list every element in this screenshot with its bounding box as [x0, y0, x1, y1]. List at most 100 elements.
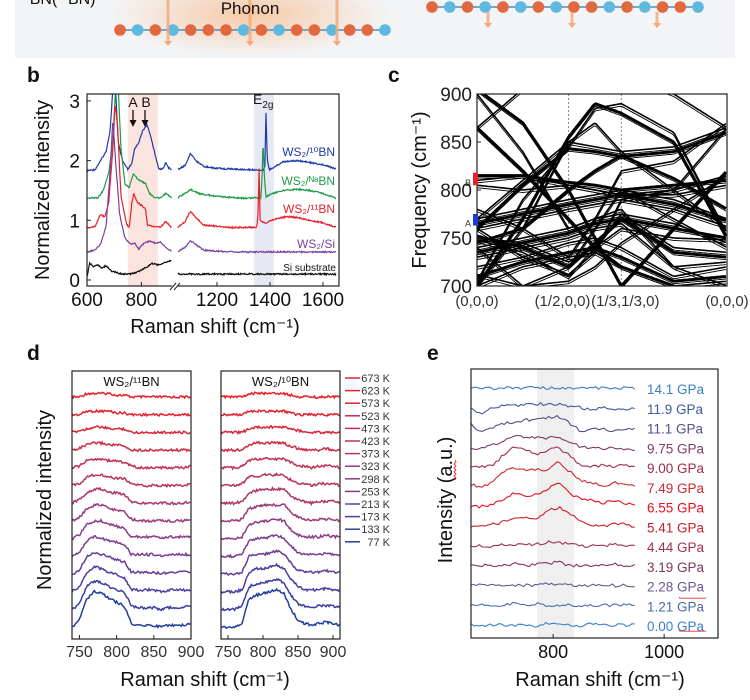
trace-213K: [221, 549, 340, 577]
isotope-label: ¹⁰BN(¹¹BN): [18, 0, 96, 8]
arrow-head-icon: [653, 23, 661, 28]
legend-label: 77 K: [367, 537, 390, 549]
phonon-band: [477, 134, 727, 232]
boron-atom: [255, 24, 268, 36]
pressure-label: 4.44 GPa: [647, 540, 705, 555]
x-axis-label: Raman shift (cm⁻¹): [515, 669, 684, 691]
phonon-band: [479, 94, 727, 286]
phonon-band: [477, 94, 727, 129]
boron-atom: [585, 1, 598, 13]
y-tick-label: 900: [440, 85, 472, 106]
x-tick-label: 1400: [249, 290, 291, 311]
phonon-band: [477, 102, 727, 286]
trace-323K: [71, 503, 191, 524]
phonon-band: [477, 94, 727, 131]
arrow-head-icon: [164, 41, 172, 46]
bands-group: [477, 94, 727, 286]
boron-atom: [184, 24, 197, 36]
phonon-band: [477, 189, 727, 276]
x-tick-label: 800: [538, 642, 568, 662]
spellcheck-underline: [453, 459, 457, 481]
trace-11.9GPa: [470, 401, 635, 415]
phonon-band: [477, 208, 727, 286]
phonon-label: Phonon: [221, 0, 280, 18]
trace-623K: [71, 408, 191, 418]
pressure-label: 9.00 GPa: [647, 461, 705, 476]
trace-4.44GPa: [470, 540, 635, 548]
e2g-subscript: 2g: [262, 100, 273, 111]
trace-11.1GPa: [470, 414, 635, 433]
phonon-arrow-1: [246, 0, 254, 46]
x-tick-label: 850: [140, 644, 167, 661]
trace-423K: [72, 473, 191, 489]
nitrogen-atom: [273, 24, 285, 36]
phonon-band: [481, 254, 726, 286]
panel-label-b: b: [27, 64, 40, 87]
phonon-band: [477, 217, 727, 259]
annotation-e2g: E2g: [253, 91, 273, 111]
series-line-0-left: [87, 94, 172, 173]
nitrogen-atom: [550, 1, 562, 13]
x-tick-label: 1000: [644, 642, 684, 662]
trace-213K: [71, 551, 191, 576]
phonon-band: [477, 96, 727, 232]
legend-label: 213 K: [361, 499, 390, 511]
y-axis-label: Normalized intensity: [34, 410, 56, 590]
y-tick-label: 700: [440, 277, 472, 298]
mode-marker-A: [473, 214, 478, 226]
trace-298K: [220, 518, 341, 541]
boron-atom: [656, 1, 669, 13]
phonon-band: [477, 193, 727, 226]
legend-label: 253 K: [361, 486, 390, 498]
boron-atom: [149, 24, 162, 36]
panel-label-c: c: [388, 64, 400, 87]
x-tick-label: 600: [71, 290, 103, 311]
phonon-band: [477, 127, 727, 220]
trace-5.41GPa: [470, 505, 635, 528]
nitrogen-atom: [443, 1, 456, 13]
trace-77K: [71, 589, 191, 629]
legend-label: 298 K: [361, 474, 390, 486]
pressure-label: 0.00 GPa: [647, 619, 705, 634]
spellcheck-underline: [678, 629, 706, 632]
trace-2.28GPa: [470, 582, 635, 588]
phonon-band: [477, 189, 727, 220]
trace-473K: [220, 457, 340, 471]
series-label: Si substrate: [283, 263, 336, 274]
series-line-2-right: [177, 168, 337, 230]
series-line-2-left: [87, 105, 172, 230]
trace-253K: [71, 535, 191, 558]
arrow-head-icon: [484, 23, 492, 28]
panel-label-d: d: [27, 342, 40, 365]
pressure-label: 2.28 GPa: [647, 580, 705, 595]
nitrogen-atom: [237, 24, 250, 36]
x-tick-label: 900: [320, 644, 347, 661]
trace-173K: [220, 562, 341, 595]
nitrogen-atom: [692, 1, 704, 13]
y-tick-label: 750: [440, 229, 472, 250]
phonon-band: [477, 198, 727, 230]
panel-b-raman-chart: 600 800 1200 1400 1600 0 1 2 3 Raman shift (cm⁻¹)…: [32, 91, 344, 338]
y-tick-label: 3: [69, 92, 80, 113]
legend-label: 373 K: [361, 449, 390, 461]
pressure-label: 3.19 GPa: [647, 560, 705, 575]
series-label: WS₂/ᴺᵃBN: [281, 174, 335, 188]
phonon-band: [477, 221, 726, 261]
phonon-band: [477, 196, 727, 227]
mode-marker-label: B: [465, 178, 471, 188]
x-axis-label: Raman shift (cm⁻¹): [130, 316, 299, 338]
mode-marker-B: [473, 172, 478, 186]
phonon-band: [477, 225, 726, 270]
boron-atom: [202, 24, 215, 36]
x-tick-label: 750: [66, 644, 93, 661]
nitrogen-atom: [326, 24, 338, 36]
trace-423K: [220, 472, 340, 488]
phonon-band: [477, 192, 727, 222]
axis-break-mark: [169, 282, 177, 291]
nitrogen-atom: [379, 24, 391, 36]
pressure-label: 14.1 GPa: [647, 382, 705, 397]
series-line-4-left: [87, 259, 172, 277]
series-label: WS₂/¹¹BN: [283, 202, 335, 216]
axis-break-mark: [173, 282, 181, 291]
shaded-region-1: [254, 94, 274, 286]
